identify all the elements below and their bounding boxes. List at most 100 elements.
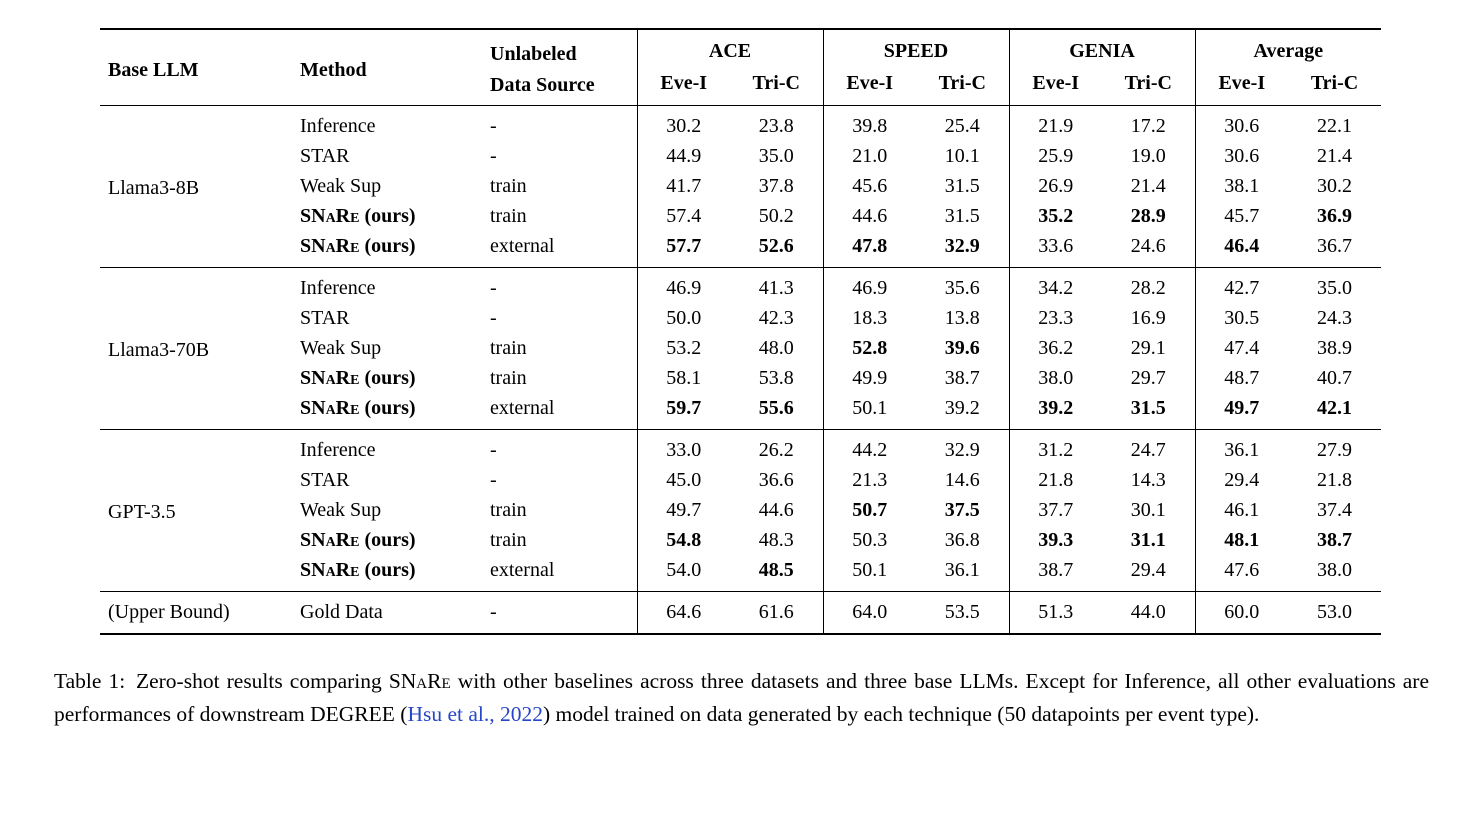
cell-value: 36.6 xyxy=(758,468,794,491)
cell-method: Weak Sup xyxy=(292,171,482,201)
cell-data-source: external xyxy=(490,558,555,581)
cell-value: 59.7 xyxy=(636,393,730,429)
cell-value: 25.4 xyxy=(944,114,980,137)
cell-value: 10.1 xyxy=(944,144,980,167)
cell-value: 48.5 xyxy=(758,558,794,581)
smallcaps-text: SNaRe xyxy=(388,668,451,693)
cell-method: SNaRe (ours) xyxy=(292,393,482,429)
cell-value: 45.0 xyxy=(636,465,730,495)
header-group-average: Average xyxy=(1194,29,1382,68)
cell-value: 24.3 xyxy=(1317,306,1353,329)
cell-value: 48.1 xyxy=(1194,525,1289,555)
cell-value: 13.8 xyxy=(944,306,980,329)
cell-value: 64.6 xyxy=(636,591,730,634)
cell-value: 42.3 xyxy=(758,306,794,329)
cell-value: 58.1 xyxy=(636,363,730,393)
header-speed-tri-c: Tri-C xyxy=(938,71,986,94)
cell-value: 18.3 xyxy=(822,303,917,333)
text-segment: STAR xyxy=(300,144,350,167)
cell-value: 37.7 xyxy=(1008,495,1103,525)
cell-value: 32.9 xyxy=(944,234,980,257)
cell-value: 57.4 xyxy=(636,201,730,231)
cell-value: 36.1 xyxy=(1194,429,1289,465)
smallcaps-text: SNaRe xyxy=(300,558,360,581)
cell-value: 41.7 xyxy=(636,171,730,201)
cell-value: 29.4 xyxy=(1194,465,1289,495)
cell-value: 23.8 xyxy=(758,114,794,137)
llm-group-llama3-8b: Llama3-8B Inference - 30.2 23.8 39.8 25.4 21.9 1… xyxy=(100,105,1382,267)
cell-value: 21.0 xyxy=(822,141,917,171)
cell-value: 29.7 xyxy=(1130,366,1166,389)
cell-base-llm: GPT-3.5 xyxy=(108,501,176,524)
llm-group-gpt-3.5: GPT-3.5 Inference - 33.0 26.2 44.2 32.9 31.2 24.… xyxy=(100,429,1382,591)
cell-value: 42.7 xyxy=(1194,267,1289,303)
cell-value: 47.6 xyxy=(1194,555,1289,591)
cell-value: 30.2 xyxy=(636,105,730,141)
cell-value: 28.9 xyxy=(1130,204,1166,227)
cell-value: 42.1 xyxy=(1317,396,1353,419)
cell-data-source: train xyxy=(490,498,527,521)
cell-method: SNaRe (ours) xyxy=(292,363,482,393)
cell-value: 49.7 xyxy=(1194,393,1289,429)
header-unlabeled-line1: Unlabeled xyxy=(490,43,577,65)
header-group-ace: ACE xyxy=(636,29,824,68)
cell-value: 53.8 xyxy=(758,366,794,389)
cell-data-source: - xyxy=(490,306,497,329)
table-row: STAR - 45.0 36.6 21.3 14.6 21.8 14.3 29.4 21.8 xyxy=(100,465,1381,495)
table-row: Weak Sup train 49.7 44.6 50.7 37.5 37.7 30.1 46.… xyxy=(100,495,1381,525)
cell-data-source: train xyxy=(490,174,527,197)
cell-value: 46.1 xyxy=(1194,495,1289,525)
table-row: Weak Sup train 41.7 37.8 45.6 31.5 26.9 21.4 38.… xyxy=(100,171,1381,201)
cell-data-source: - xyxy=(490,114,497,137)
cell-value: 30.6 xyxy=(1194,141,1289,171)
cell-value: 36.9 xyxy=(1317,204,1353,227)
llm-group-llama3-70b: Llama3-70B Inference - 46.9 41.3 46.9 35.6 34.2… xyxy=(100,267,1382,429)
cell-value: 21.8 xyxy=(1317,468,1353,491)
cell-value: 50.3 xyxy=(822,525,917,555)
cell-value: 61.6 xyxy=(758,600,794,623)
text-segment: Gold Data xyxy=(300,600,383,623)
cell-value: 37.5 xyxy=(944,498,980,521)
cell-value: 16.9 xyxy=(1130,306,1166,329)
cell-value: 37.4 xyxy=(1317,498,1353,521)
cell-value: 35.0 xyxy=(758,144,794,167)
cell-data-source: - xyxy=(490,438,497,461)
header-ace-eve-i: Eve-I xyxy=(636,67,730,105)
text-segment: Weak Sup xyxy=(300,174,382,197)
cell-method: SNaRe (ours) xyxy=(292,525,482,555)
cell-value: 39.2 xyxy=(944,396,980,419)
text-segment: Table 1: Zero-shot results comparing xyxy=(54,668,389,693)
cell-value: 38.7 xyxy=(1008,555,1103,591)
cell-value: 27.9 xyxy=(1317,438,1353,461)
cell-value: 25.9 xyxy=(1008,141,1103,171)
citation-link[interactable]: Hsu et al., 2022 xyxy=(407,701,544,726)
cell-value: 40.7 xyxy=(1317,366,1353,389)
cell-value: 55.6 xyxy=(758,396,794,419)
table-row: Weak Sup train 53.2 48.0 52.8 39.6 36.2 29.1 47.… xyxy=(100,333,1381,363)
cell-value: 54.0 xyxy=(636,555,730,591)
text-segment: STAR xyxy=(300,306,350,329)
cell-data-source: external xyxy=(490,234,555,257)
cell-value: 49.7 xyxy=(636,495,730,525)
cell-value: 35.6 xyxy=(944,276,980,299)
llm-group-upper-bound: (Upper Bound) Gold Data - 64.6 61.6 64.0 53.5 5… xyxy=(100,591,1382,634)
table-row: STAR - 44.9 35.0 21.0 10.1 25.9 19.0 30.6 21.4 xyxy=(100,141,1381,171)
table-header: Base LLM Method Unlabeled Data Source AC… xyxy=(100,29,1382,105)
cell-value: 26.9 xyxy=(1008,171,1103,201)
cell-value: 31.5 xyxy=(944,174,980,197)
cell-value: 38.1 xyxy=(1194,171,1289,201)
cell-value: 64.0 xyxy=(822,591,917,634)
cell-value: 24.7 xyxy=(1130,438,1166,461)
header-row-metrics: Eve-I Tri-C Eve-I Tri-C Eve-I Tri-C Eve-… xyxy=(100,67,1381,105)
cell-value: 50.1 xyxy=(822,555,917,591)
header-group-genia: GENIA xyxy=(1008,29,1196,68)
cell-value: 31.1 xyxy=(1130,528,1166,551)
cell-value: 53.5 xyxy=(944,600,980,623)
header-unlabeled-data-source: Unlabeled Data Source xyxy=(482,29,637,105)
cell-value: 36.1 xyxy=(944,558,980,581)
text-segment: (ours) xyxy=(359,204,416,227)
cell-value: 45.7 xyxy=(1194,201,1289,231)
cell-base-llm: Llama3-8B xyxy=(108,177,200,200)
cell-value: 50.1 xyxy=(822,393,917,429)
cell-value: 47.4 xyxy=(1194,333,1289,363)
